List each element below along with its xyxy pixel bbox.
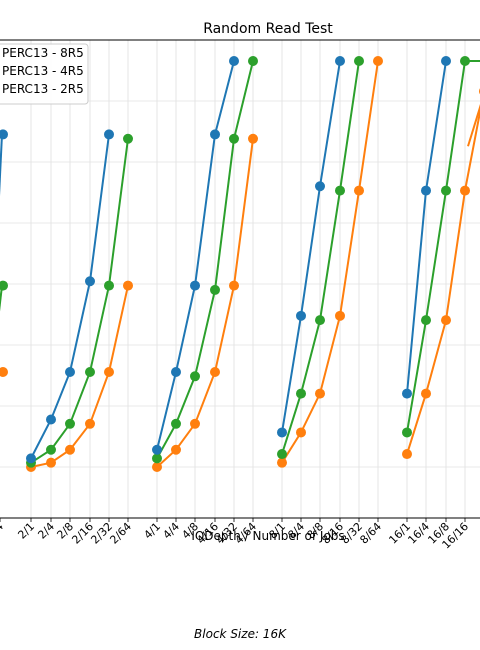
data-point bbox=[460, 185, 470, 196]
data-point bbox=[229, 133, 239, 144]
data-point bbox=[104, 280, 114, 291]
series-line bbox=[156, 60, 254, 459]
data-point bbox=[190, 418, 200, 429]
data-point bbox=[277, 427, 287, 438]
data-point bbox=[171, 444, 181, 455]
data-point bbox=[85, 418, 95, 429]
data-point-partial bbox=[0, 366, 8, 377]
data-point bbox=[315, 388, 325, 399]
data-point bbox=[46, 444, 56, 455]
data-point bbox=[171, 366, 181, 377]
series-line bbox=[406, 60, 466, 433]
data-point bbox=[354, 185, 364, 196]
data-point bbox=[190, 371, 200, 382]
data-point bbox=[248, 56, 258, 66]
data-point bbox=[229, 56, 239, 66]
series-line bbox=[281, 60, 379, 464]
x-tick-label: 2/64 bbox=[107, 520, 134, 547]
data-point bbox=[65, 444, 75, 455]
data-point bbox=[152, 453, 162, 464]
data-point bbox=[248, 133, 258, 144]
data-point bbox=[373, 56, 383, 66]
data-point bbox=[421, 388, 431, 399]
data-point bbox=[65, 418, 75, 429]
x-axis-label: IODepth / Number of Jobs bbox=[191, 529, 344, 543]
data-point bbox=[335, 185, 345, 196]
legend: PERC13 - 8R5 PERC13 - 4R5 PERC13 - 2R5 bbox=[0, 43, 89, 105]
legend-label: PERC13 - 4R5 bbox=[2, 64, 84, 78]
series-line-partial bbox=[467, 104, 480, 147]
data-point bbox=[152, 444, 162, 455]
data-point bbox=[123, 280, 133, 291]
data-point bbox=[296, 388, 306, 399]
x-tick-label: 4/1 bbox=[141, 520, 163, 542]
series-line bbox=[30, 285, 129, 468]
data-point bbox=[335, 56, 345, 66]
x-tick-label: 2/1 bbox=[15, 520, 37, 542]
data-point bbox=[354, 56, 364, 66]
data-point bbox=[441, 185, 451, 196]
data-point bbox=[277, 457, 287, 468]
series-line bbox=[30, 138, 129, 464]
data-point bbox=[421, 185, 431, 196]
data-point bbox=[123, 133, 133, 144]
x-tick-label: 16/4 bbox=[405, 520, 432, 547]
series-layer bbox=[0, 56, 480, 472]
series-line bbox=[156, 138, 254, 468]
data-point bbox=[296, 427, 306, 438]
data-point bbox=[104, 366, 114, 377]
data-point bbox=[190, 280, 200, 291]
data-point bbox=[46, 414, 56, 425]
legend-label: PERC13 - 8R5 bbox=[2, 46, 84, 60]
x-tick-label: 8/64 bbox=[357, 520, 384, 547]
x-tick-label: 1/64 bbox=[0, 520, 6, 547]
x-tick-label: 4/4 bbox=[160, 520, 182, 542]
data-point bbox=[46, 457, 56, 468]
data-point bbox=[402, 388, 412, 399]
legend-label: PERC13 - 2R5 bbox=[2, 82, 84, 96]
data-point bbox=[171, 418, 181, 429]
x-tick-label: 2/4 bbox=[35, 520, 57, 542]
data-point bbox=[210, 129, 220, 140]
plot-frame bbox=[0, 39, 480, 519]
data-point bbox=[210, 366, 220, 377]
data-point bbox=[210, 284, 220, 295]
data-point bbox=[152, 462, 162, 472]
series-line bbox=[156, 60, 235, 450]
data-point bbox=[421, 315, 431, 326]
series-line bbox=[281, 60, 341, 433]
data-point bbox=[26, 453, 36, 464]
chart-title: Random Read Test bbox=[203, 21, 333, 37]
data-point bbox=[85, 276, 95, 287]
data-point bbox=[296, 310, 306, 321]
legend-box bbox=[0, 43, 89, 105]
data-point bbox=[104, 129, 114, 140]
chart-footer: Block Size: 16K bbox=[194, 627, 286, 641]
data-point bbox=[315, 181, 325, 192]
data-point bbox=[65, 366, 75, 377]
data-point bbox=[85, 366, 95, 377]
series-line-partial bbox=[0, 134, 3, 196]
series-line-partial bbox=[0, 285, 3, 312]
data-point bbox=[402, 449, 412, 460]
data-point bbox=[402, 427, 412, 438]
data-point bbox=[441, 315, 451, 326]
data-point bbox=[335, 310, 345, 321]
data-point bbox=[229, 280, 239, 291]
data-point bbox=[315, 315, 325, 326]
data-point bbox=[441, 56, 451, 66]
data-point bbox=[277, 449, 287, 460]
